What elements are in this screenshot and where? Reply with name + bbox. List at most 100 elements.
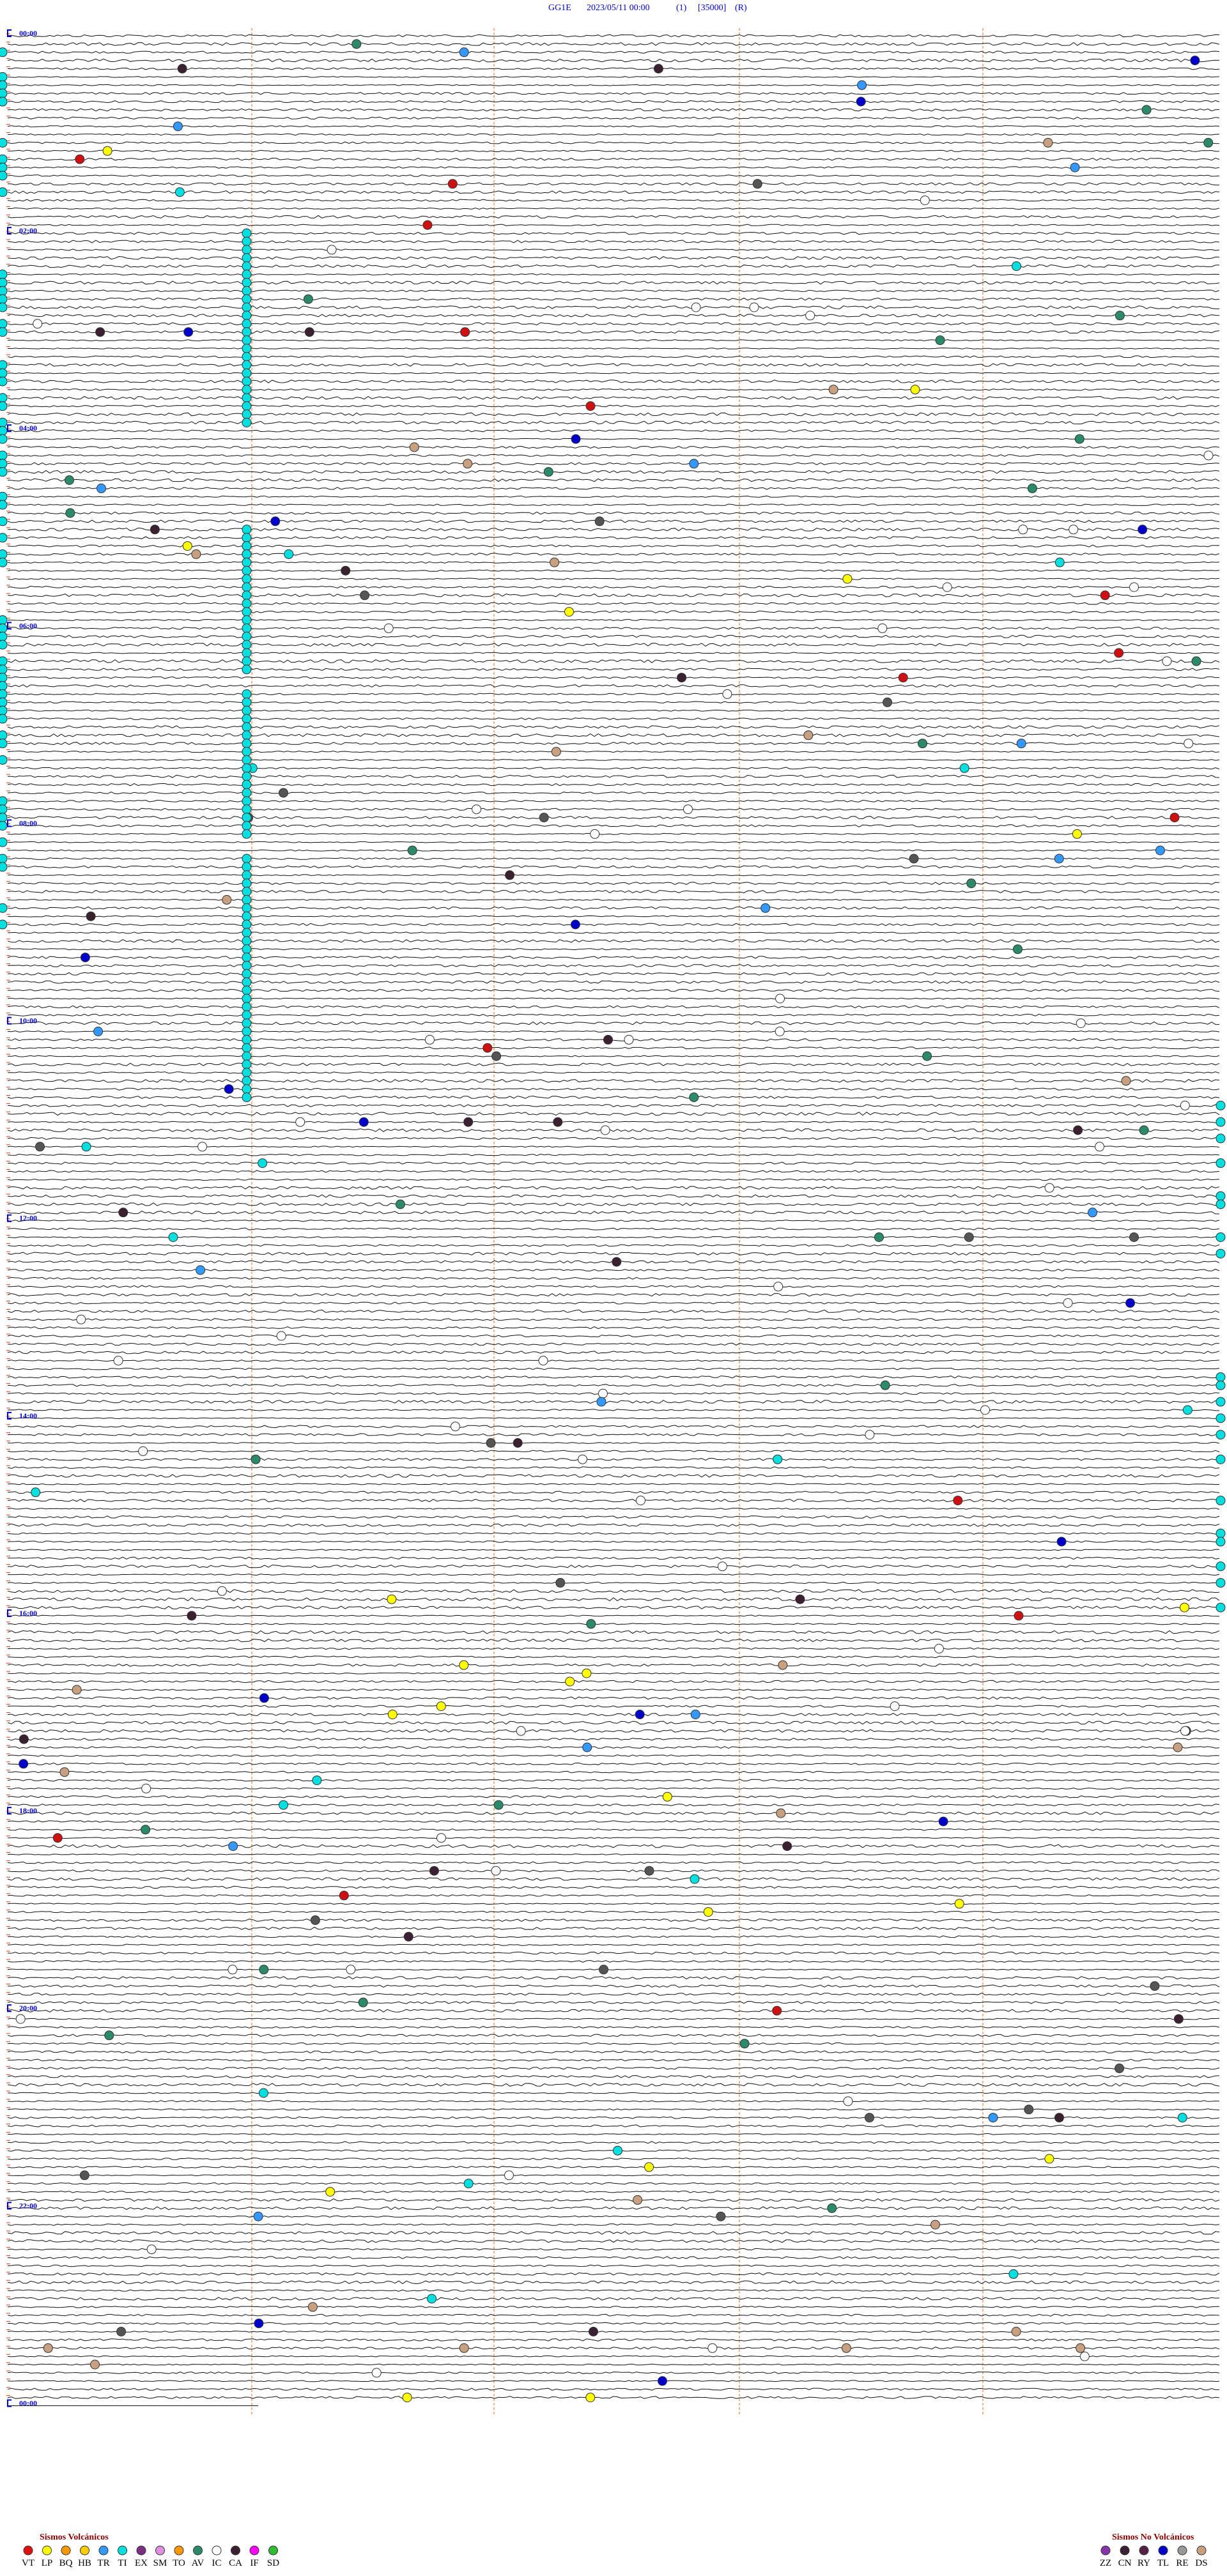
legend-swatch: [61, 2545, 71, 2556]
event-marker: [1215, 1380, 1226, 1390]
event-marker: [86, 911, 96, 921]
event-marker: [0, 755, 8, 765]
trace: [7, 1276, 1220, 1280]
event-marker: [242, 862, 252, 872]
trace: [7, 783, 1220, 786]
trace: [7, 1837, 1220, 1839]
hour-label: 18:00: [19, 1806, 37, 1815]
trace: [7, 1689, 1220, 1691]
event-marker: [880, 1380, 890, 1390]
legend-swatch: [1196, 2545, 1207, 2556]
event-marker: [307, 2302, 318, 2312]
event-marker: [1180, 1602, 1189, 1613]
trace: [7, 659, 1220, 663]
event-marker: [942, 582, 952, 592]
event-marker: [33, 319, 43, 329]
trace: [7, 289, 1220, 293]
event-marker: [1215, 1561, 1226, 1572]
trace: [7, 693, 1220, 696]
event-marker: [493, 1800, 504, 1810]
event-marker: [463, 2179, 474, 2189]
event-marker: [760, 903, 771, 913]
event-marker: [1114, 648, 1124, 658]
event-marker: [409, 442, 419, 452]
trace: [7, 2297, 1220, 2301]
event-marker: [1043, 137, 1053, 148]
legend-code: CN: [1118, 2558, 1132, 2568]
event-marker: [459, 1660, 469, 1670]
trace: [7, 1417, 1220, 1420]
event-marker: [1215, 1117, 1226, 1127]
event-marker: [0, 854, 8, 864]
event-marker: [0, 903, 8, 913]
event-marker: [0, 171, 8, 181]
hour-bracket: [7, 2399, 12, 2407]
trace: [7, 2347, 1220, 2350]
trace: [7, 1318, 1220, 1321]
legend-code: IF: [250, 2558, 258, 2568]
event-marker: [1215, 1454, 1226, 1464]
event-marker: [79, 2170, 89, 2181]
event-marker: [551, 747, 561, 757]
trace: [7, 824, 1220, 827]
event-marker: [0, 919, 8, 930]
event-marker: [803, 730, 814, 740]
trace: [7, 2141, 1220, 2144]
event-marker: [242, 739, 252, 749]
event-marker: [964, 1232, 974, 1242]
trace: [7, 569, 1220, 572]
trace: [7, 1038, 1220, 1041]
event-marker: [842, 574, 853, 584]
trace: [7, 125, 1220, 128]
event-marker: [295, 1117, 305, 1127]
event-marker: [935, 335, 945, 346]
trace: [7, 527, 1220, 532]
legend-swatch: [42, 2545, 52, 2556]
event-marker: [242, 689, 252, 699]
event-marker: [877, 623, 888, 633]
trace: [7, 363, 1220, 367]
event-marker: [782, 1841, 792, 1851]
trace: [7, 174, 1220, 177]
trace: [7, 273, 1220, 276]
event-marker: [0, 813, 8, 823]
trace: [7, 2108, 1220, 2111]
event-marker: [1073, 1125, 1083, 1135]
hour-label: 04:00: [19, 424, 37, 433]
legend-swatch: [1158, 2545, 1168, 2556]
event-marker: [752, 179, 762, 189]
hour-bracket: [7, 1214, 12, 1222]
event-marker: [183, 327, 194, 337]
event-marker: [429, 1866, 439, 1876]
trace: [7, 1589, 1220, 1593]
event-marker: [351, 39, 362, 49]
trace: [7, 420, 1220, 425]
event-marker: [707, 2343, 718, 2353]
trace: [7, 1515, 1220, 1519]
event-marker: [1027, 483, 1037, 493]
event-marker: [242, 541, 252, 551]
event-marker: [890, 1701, 900, 1712]
trace: [7, 2116, 1220, 2119]
event-marker: [403, 1931, 413, 1942]
event-marker: [1138, 525, 1148, 535]
hour-label: 16:00: [19, 1609, 37, 1618]
legend-swatch: [155, 2545, 165, 2556]
event-marker: [0, 434, 8, 444]
event-marker: [0, 730, 8, 740]
event-marker: [585, 2393, 596, 2403]
datetime: 2023/05/11 00:00: [587, 3, 650, 13]
event-marker: [81, 1142, 91, 1152]
event-marker: [1203, 137, 1214, 148]
hour-bracket: [7, 622, 12, 630]
trace: [7, 2158, 1220, 2161]
event-marker: [1044, 1183, 1054, 1193]
trace: [7, 1367, 1220, 1370]
event-marker: [217, 1586, 227, 1596]
event-marker: [279, 788, 288, 798]
hour-label: 12:00: [19, 1214, 37, 1223]
event-marker: [242, 763, 252, 773]
event-marker: [0, 689, 8, 699]
trace: [7, 2133, 1220, 2135]
